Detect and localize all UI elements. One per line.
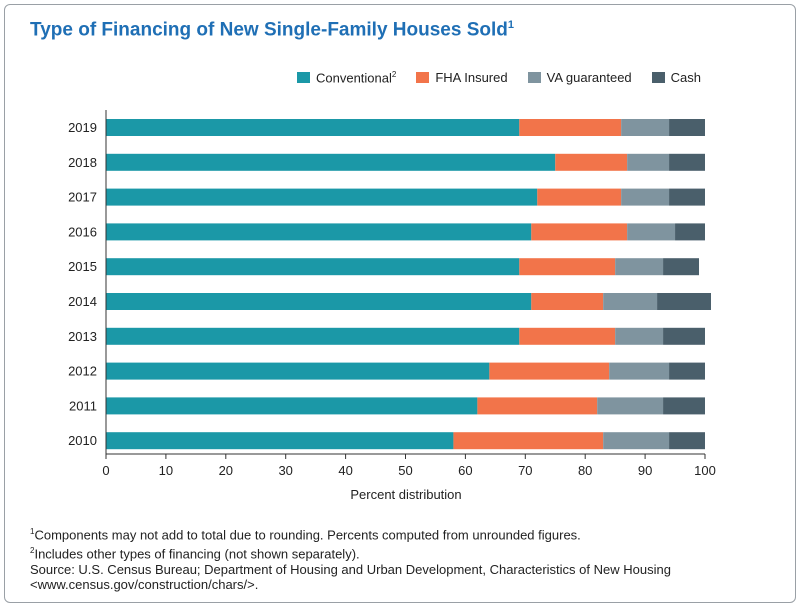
- bar-2013-fha-insured: [519, 327, 616, 345]
- bar-2019-va-guaranteed: [621, 119, 670, 136]
- x-tick-label-0: 0: [102, 463, 109, 478]
- x-tick-label-40: 40: [338, 463, 352, 478]
- bar-2010-va-guaranteed: [603, 432, 670, 450]
- footnotes: 1Components may not add to total due to …: [30, 524, 671, 593]
- y-tick-label-2016: 2016: [68, 224, 97, 239]
- legend-label-cash: Cash: [670, 70, 702, 86]
- footnote-2-marker: 2: [30, 545, 35, 555]
- legend-item-cash: Cash: [651, 70, 702, 86]
- legend-item-fha-insured: FHA Insured: [416, 70, 508, 86]
- bar-area: [106, 119, 711, 450]
- bar-2011-cash: [663, 397, 705, 415]
- y-tick-label-2013: 2013: [68, 329, 97, 344]
- chart-title-text: Type of Financing of New Single-Family H…: [30, 19, 508, 41]
- legend-label-conventional: Conventional2: [316, 70, 396, 85]
- legend-text-conventional: Conventional: [316, 70, 392, 86]
- x-tick-label-20: 20: [219, 463, 233, 478]
- y-tick-label-2018: 2018: [68, 155, 97, 170]
- bar-2012-cash: [669, 362, 705, 380]
- y-tick-label-2014: 2014: [68, 294, 97, 309]
- bar-2011-conventional: [106, 397, 478, 415]
- legend-swatch-fha-insured: [416, 72, 430, 84]
- bar-2018-cash: [669, 153, 705, 171]
- bar-2015-va-guaranteed: [615, 258, 664, 276]
- y-tick-label-2012: 2012: [68, 364, 97, 379]
- x-tick-label-100: 100: [694, 463, 716, 478]
- bar-2019-fha-insured: [519, 119, 622, 136]
- bar-2018-fha-insured: [555, 153, 628, 171]
- bar-2011-va-guaranteed: [597, 397, 664, 415]
- bar-2014-cash: [657, 293, 711, 310]
- source-line-1: Source: U.S. Census Bureau; Department o…: [30, 561, 671, 577]
- bar-2015-conventional: [106, 258, 520, 276]
- bar-2013-va-guaranteed: [615, 327, 664, 345]
- bar-2014-fha-insured: [531, 293, 604, 310]
- x-axis-label: Percent distribution: [350, 487, 461, 502]
- legend-item-va-guaranteed: VA guaranteed: [527, 70, 632, 86]
- bar-2015-cash: [663, 258, 700, 276]
- bar-2016-fha-insured: [531, 223, 628, 241]
- bar-2010-conventional: [106, 432, 454, 450]
- footnote-2-text: Includes other types of financing (not s…: [34, 546, 360, 562]
- x-tick-label-10: 10: [159, 463, 173, 478]
- bar-2016-va-guaranteed: [627, 223, 676, 241]
- bar-2017-conventional: [106, 188, 538, 206]
- source-line-2: <www.census.gov/construction/chars/>.: [30, 577, 259, 593]
- bar-2012-fha-insured: [489, 362, 610, 380]
- legend-item-conventional: Conventional2: [297, 70, 396, 85]
- chart-legend: Conventional2 FHA Insured VA guaranteed …: [297, 70, 701, 85]
- bar-2018-conventional: [106, 153, 556, 171]
- bar-2014-conventional: [106, 293, 532, 310]
- bar-2013-conventional: [106, 327, 520, 345]
- legend-swatch-cash: [651, 72, 665, 84]
- y-tick-label-2015: 2015: [68, 259, 97, 274]
- x-tick-label-50: 50: [398, 463, 412, 478]
- bar-2016-cash: [675, 223, 705, 241]
- chart-title: Type of Financing of New Single-Family H…: [30, 19, 514, 41]
- footnote-2: 2Includes other types of financing (not …: [30, 543, 671, 562]
- bar-2017-cash: [669, 188, 705, 206]
- y-tick-label-2017: 2017: [68, 190, 97, 205]
- bar-2017-va-guaranteed: [621, 188, 670, 206]
- x-tick-label-80: 80: [578, 463, 592, 478]
- title-footnote-marker: 1: [507, 19, 514, 31]
- y-tick-label-2019: 2019: [68, 120, 97, 135]
- x-tick-label-60: 60: [458, 463, 472, 478]
- bar-2011-fha-insured: [477, 397, 598, 415]
- y-axis: 2019 2018 2017 2016 2015 2014 2013 2012 2011 2010: [68, 110, 107, 454]
- legend-marker-conventional: 2: [391, 70, 397, 79]
- legend-label-fha-insured: FHA Insured: [435, 70, 508, 86]
- bar-2018-va-guaranteed: [627, 153, 670, 171]
- bar-2015-fha-insured: [519, 258, 616, 276]
- bar-2010-cash: [669, 432, 705, 450]
- x-tick-label-90: 90: [638, 463, 652, 478]
- bar-2016-conventional: [106, 223, 532, 241]
- footnote-1-marker: 1: [30, 527, 35, 536]
- bar-2019-cash: [669, 119, 705, 136]
- x-tick-label-70: 70: [518, 463, 532, 478]
- bar-2012-va-guaranteed: [609, 362, 670, 380]
- bar-2010-fha-insured: [453, 432, 604, 450]
- x-axis: 0 10 20 30 40 50 60 70 80 90 100: [102, 453, 716, 478]
- footnote-1: 1Components may not add to total due to …: [30, 524, 671, 543]
- x-tick-label-30: 30: [278, 463, 292, 478]
- legend-label-va-guaranteed: VA guaranteed: [546, 70, 632, 86]
- legend-swatch-conventional: [297, 72, 310, 84]
- bar-2012-conventional: [106, 362, 490, 380]
- legend-swatch-va-guaranteed: [527, 72, 541, 84]
- footnote-1-text: Components may not add to total due to r…: [34, 527, 581, 543]
- bar-2019-conventional: [106, 119, 520, 136]
- bar-2017-fha-insured: [537, 188, 622, 206]
- y-tick-label-2010: 2010: [68, 433, 97, 448]
- bar-2013-cash: [663, 327, 705, 345]
- y-tick-label-2011: 2011: [69, 398, 97, 413]
- bar-2014-va-guaranteed: [603, 293, 658, 310]
